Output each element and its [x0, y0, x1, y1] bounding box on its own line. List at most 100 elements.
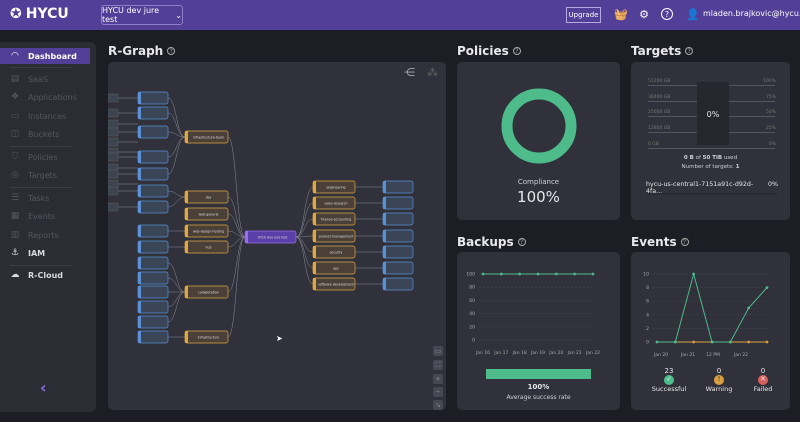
sidebar-item-instances[interactable]: ▭ Instances: [10, 111, 67, 121]
resource-node[interactable]: [137, 184, 169, 198]
sidebar-item-events[interactable]: ▦ Events: [10, 211, 56, 221]
sidebar-item-iam[interactable]: ⚓ IAM: [10, 248, 46, 258]
rgraph-panel[interactable]: infrastructure-team dev web-general web-des…: [107, 62, 446, 410]
resource-node[interactable]: [137, 91, 169, 105]
success-data-point[interactable]: [554, 272, 558, 276]
rgraph-canvas[interactable]: infrastructure-team dev web-general web-des…: [107, 62, 446, 410]
zoom-out-icon[interactable]: −: [433, 387, 443, 397]
resource-node[interactable]: [137, 167, 169, 181]
resource-node[interactable]: [382, 277, 414, 291]
resource-node[interactable]: [137, 256, 169, 270]
group-node[interactable]: web-general: [184, 207, 229, 221]
center-view-icon[interactable]: ⛶: [433, 360, 443, 370]
upgrade-button[interactable]: Upgrade: [566, 7, 601, 23]
success-data-point[interactable]: [591, 272, 595, 276]
source-node[interactable]: [107, 108, 119, 118]
help-icon[interactable]: ?: [685, 47, 694, 55]
success-data-point[interactable]: [536, 272, 540, 276]
resource-node[interactable]: [382, 229, 414, 243]
group-node[interactable]: infrastructure: [184, 330, 229, 344]
source-node[interactable]: [107, 202, 119, 212]
fit-view-icon[interactable]: ▭: [433, 346, 443, 356]
zoom-in-icon[interactable]: +: [433, 374, 443, 384]
help-icon[interactable]: ?: [167, 47, 176, 55]
source-node[interactable]: [107, 169, 119, 179]
success-data-point[interactable]: [481, 272, 485, 276]
group-node[interactable]: engineering: [312, 180, 356, 194]
resource-node[interactable]: [137, 300, 169, 314]
resource-node[interactable]: [137, 125, 169, 139]
user-icon[interactable]: 👤: [686, 7, 700, 21]
warning-data-point[interactable]: [765, 340, 769, 344]
help-icon[interactable]: ?: [680, 238, 689, 246]
successful-data-point[interactable]: [710, 340, 714, 344]
success-data-point[interactable]: [573, 272, 577, 276]
resource-node[interactable]: [137, 285, 169, 299]
resource-node[interactable]: [137, 240, 169, 254]
tenant-root-node[interactable]: HYCU dev jure test: [244, 230, 297, 244]
successful-data-point[interactable]: [765, 286, 769, 289]
resource-node[interactable]: [382, 245, 414, 259]
sidebar-item-applications[interactable]: ❖ Applications: [10, 92, 77, 102]
sidebar-item-dashboard[interactable]: ◠ Dashboard: [0, 48, 90, 64]
group-node[interactable]: finance-accounting: [312, 212, 356, 226]
resource-node[interactable]: [382, 180, 414, 194]
sidebar-item-targets[interactable]: ◎ Targets: [11, 170, 57, 180]
source-node[interactable]: [107, 137, 119, 147]
group-node[interactable]: hub: [184, 240, 229, 254]
resource-node[interactable]: [137, 271, 169, 285]
help-icon[interactable]: ?: [512, 47, 521, 55]
source-node[interactable]: [107, 127, 119, 137]
help-icon[interactable]: ?: [517, 238, 526, 246]
basket-icon[interactable]: 🧺: [614, 7, 628, 21]
source-node[interactable]: [107, 152, 119, 162]
target-row[interactable]: hycu-us-central1-7151a91c-d92d-4fa... 0%: [646, 181, 778, 195]
source-node[interactable]: [107, 186, 119, 196]
resource-node[interactable]: [137, 150, 169, 164]
successful-stat[interactable]: 23 ✓ Successful: [651, 367, 687, 393]
successful-data-point[interactable]: [692, 272, 696, 276]
group-node[interactable]: dev: [184, 190, 229, 204]
compliance-donut[interactable]: [500, 87, 578, 165]
group-node[interactable]: product-management: [312, 229, 356, 243]
sidebar-item-policies[interactable]: ⛉ Policies: [11, 152, 58, 162]
group-node[interactable]: software-development: [312, 277, 356, 291]
failed-stat[interactable]: 0 ✕ Failed: [753, 367, 773, 393]
warning-stat[interactable]: 0! Warning: [705, 367, 733, 393]
warning-data-point[interactable]: [692, 340, 696, 344]
usage-bar[interactable]: [697, 82, 729, 145]
success-data-point[interactable]: [518, 272, 522, 276]
hycu-logo[interactable]: ✪ HYCU: [10, 6, 69, 22]
group-node[interactable]: security: [312, 245, 356, 259]
group-node[interactable]: sales-research: [312, 196, 356, 210]
group-node[interactable]: web-design-hosting: [184, 224, 229, 238]
sidebar-item-saas[interactable]: ▤ SaaS: [10, 74, 48, 84]
success-data-point[interactable]: [499, 272, 503, 276]
sidebar-item-buckets[interactable]: ◫ Buckets: [10, 129, 60, 139]
resource-node[interactable]: [382, 261, 414, 275]
resource-node[interactable]: [382, 196, 414, 210]
help-icon[interactable]: ?: [661, 8, 673, 20]
collapse-sidebar-chevron-icon[interactable]: ‹: [40, 378, 47, 397]
sidebar-item-r-cloud[interactable]: ☁ R-Cloud: [10, 270, 64, 280]
resource-node[interactable]: [382, 212, 414, 226]
source-node[interactable]: [107, 119, 119, 129]
source-node[interactable]: [107, 93, 119, 103]
user-email[interactable]: mladen.brajkovic@hycu.com: [703, 9, 800, 18]
tenant-selector[interactable]: HYCU dev jure test ⌄: [101, 5, 183, 25]
gear-icon[interactable]: ⚙: [639, 7, 649, 21]
sidebar-item-tasks[interactable]: ☰ Tasks: [10, 193, 50, 203]
successful-data-point[interactable]: [673, 340, 677, 344]
resource-node[interactable]: [137, 106, 169, 120]
sidebar-item-reports[interactable]: ▥ Reports: [10, 230, 59, 240]
resource-node[interactable]: [137, 330, 169, 344]
successful-data-point[interactable]: [655, 340, 659, 344]
warning-data-point[interactable]: [747, 340, 751, 344]
group-node[interactable]: ops: [312, 261, 356, 275]
expand-icon[interactable]: ↘: [433, 400, 443, 410]
group-node[interactable]: collaboration: [184, 285, 229, 299]
group-node[interactable]: infrastructure-team: [184, 130, 229, 144]
network-layout-icon[interactable]: ⁂: [427, 66, 438, 79]
tree-layout-icon[interactable]: ⋲: [404, 66, 415, 79]
resource-node[interactable]: [137, 224, 169, 238]
